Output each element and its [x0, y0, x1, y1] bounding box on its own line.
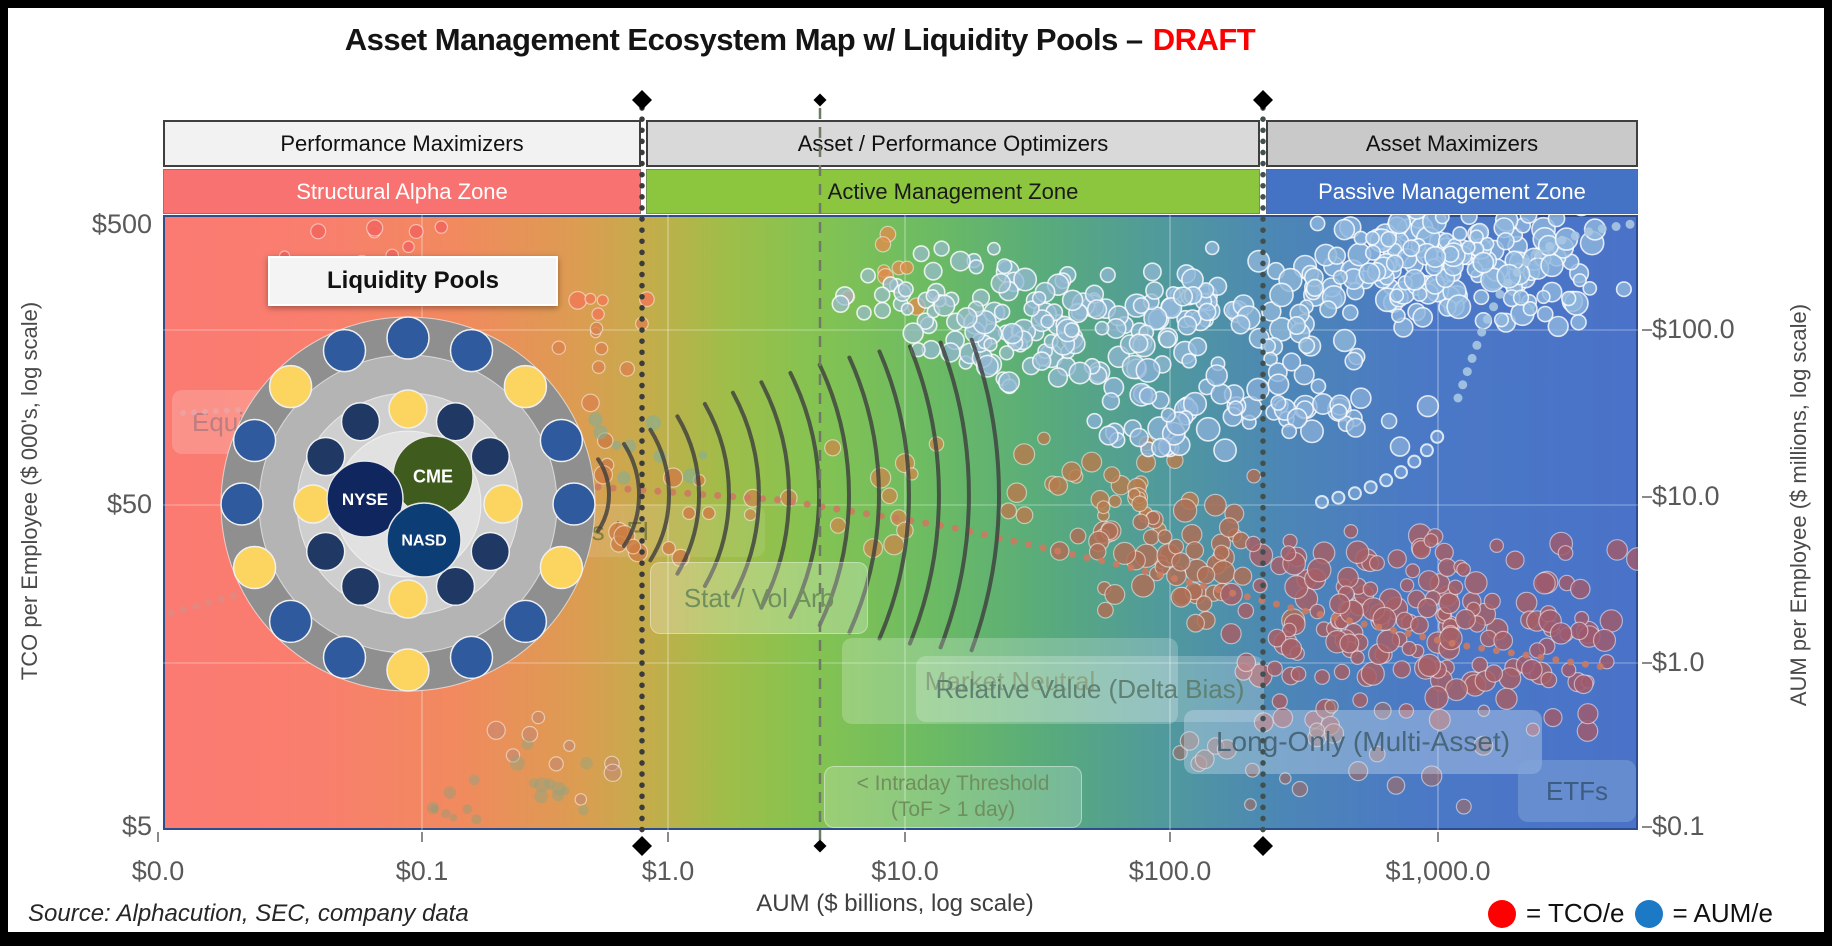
slide: Asset Management Ecosystem Map w/ Liquid…: [0, 0, 1832, 946]
x-tick-1: $1.0: [588, 856, 748, 887]
trend-dot: [155, 613, 162, 620]
draft-flag: DRAFT: [1153, 22, 1256, 57]
series-legend: = TCO/e = AUM/e: [1488, 898, 1773, 929]
x-tick-10: $10.0: [825, 856, 985, 887]
y-right-tick-10: $10.0: [1652, 481, 1792, 512]
y-right-tick-01: $0.1: [1652, 811, 1792, 842]
boundary-diamond-marker: [814, 94, 827, 107]
asset-class-label-equities: Equities: [172, 390, 444, 454]
boundary-diamond-marker: [1253, 836, 1273, 856]
y-left-tick-50: $50: [30, 489, 152, 520]
y-left-tick-5: $5: [30, 811, 152, 842]
header-band-asset-performance-optimizers: Asset / Performance Optimizers: [646, 120, 1260, 167]
page-title: Asset Management Ecosystem Map w/ Liquid…: [60, 22, 1540, 58]
boundary-diamond-marker: [632, 836, 652, 856]
source-note: Source: Alphacution, SEC, company data: [28, 900, 469, 928]
y-axis-left-title: TCO per Employee ($ 000's, log scale): [17, 211, 43, 771]
zone-band-label: Structural Alpha Zone: [296, 179, 508, 205]
header-band-performance-maximizers: Performance Maximizers: [163, 120, 641, 167]
y-left-tick-500: $500: [30, 209, 152, 240]
y-right-tick-100: $100.0: [1652, 314, 1792, 345]
label-text: Equities: [192, 407, 285, 438]
zone-band-structural-alpha: Structural Alpha Zone: [163, 169, 641, 214]
legend-swatch-aum: [1635, 900, 1663, 928]
boundary-diamond-marker: [1253, 90, 1273, 110]
header-band-asset-maximizers: Asset Maximizers: [1266, 120, 1638, 167]
legend-swatch-tco: [1488, 900, 1516, 928]
x-tick-01: $0.1: [342, 856, 502, 887]
label-text: Options / FI: [515, 516, 649, 547]
strategy-label-etfs: ETFs: [1518, 760, 1636, 822]
legend-label-aum: = AUM/e: [1673, 898, 1773, 929]
boundary-diamond-marker: [632, 90, 652, 110]
asset-class-label-options-fi: Options / FI: [505, 505, 765, 557]
strategy-label-stat-vol-arb: Stat / Vol Arb: [650, 562, 868, 634]
header-band-label: Asset / Performance Optimizers: [798, 131, 1109, 157]
zone-band-label: Active Management Zone: [828, 179, 1079, 205]
y-right-tick-1: $1.0: [1652, 647, 1792, 678]
strategy-label-long-only: Long-Only (Multi-Asset): [1184, 710, 1542, 774]
header-band-label: Asset Maximizers: [1366, 131, 1538, 157]
x-tick-0: $0.0: [78, 856, 238, 887]
label-text: Liquidity Pools: [327, 267, 499, 295]
zone-band-label: Passive Management Zone: [1318, 179, 1586, 205]
x-tick-1000: $1,000.0: [1358, 856, 1518, 887]
x-axis-title: AUM ($ billions, log scale): [645, 890, 1145, 918]
zone-band-active-management: Active Management Zone: [646, 169, 1260, 214]
trend-dot: [143, 617, 150, 624]
scatter-point: [1642, 675, 1661, 694]
label-text-line1: < Intraday Threshold: [857, 771, 1050, 797]
title-text: Asset Management Ecosystem Map w/ Liquid…: [345, 22, 1143, 57]
threshold-label-intraday: < Intraday Threshold (ToF > 1 day): [824, 766, 1082, 828]
label-text: Long-Only (Multi-Asset): [1216, 726, 1510, 758]
label-text: Stat / Vol Arb: [684, 583, 834, 614]
label-text: Relative Value (Delta Bias): [936, 674, 1245, 705]
header-band-label: Performance Maximizers: [280, 131, 523, 157]
label-text: ETFs: [1546, 776, 1608, 807]
x-tick-100: $100.0: [1090, 856, 1250, 887]
boundary-diamond-marker: [814, 840, 827, 853]
zone-band-passive-management: Passive Management Zone: [1266, 169, 1638, 214]
legend-label-tco: = TCO/e: [1526, 898, 1625, 929]
label-text-line2: (ToF > 1 day): [891, 797, 1015, 823]
y-axis-right-title: AUM per Employee ($ millions, log scale): [1786, 225, 1812, 785]
liquidity-pools-title-box: Liquidity Pools: [268, 256, 558, 306]
